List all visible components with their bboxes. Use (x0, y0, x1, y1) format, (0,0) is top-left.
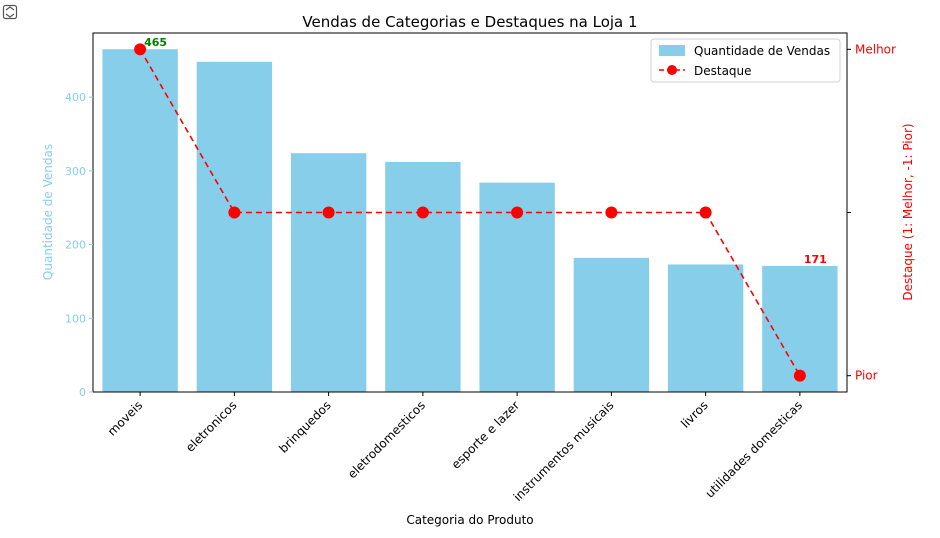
bar-instrumentos-musicais (573, 257, 650, 392)
y-tick-label-left: 400 (65, 91, 86, 104)
x-axis-label: Categoria do Produto (406, 513, 533, 527)
y-tick-label-left: 200 (65, 239, 86, 252)
y-tick-label-right: Pior (855, 369, 878, 383)
legend-line-marker (667, 65, 677, 75)
legend-bar-label: Quantidade de Vendas (694, 44, 830, 58)
x-tick-label: eletronicos (183, 398, 240, 455)
y-tick-label-left: 300 (65, 165, 86, 178)
y-axis-label-right: Destaque (1: Melhor, -1: Pior) (901, 123, 915, 300)
annotation-moveis: 465 (144, 36, 167, 49)
destaque-point-instrumentos-musicais (605, 206, 618, 219)
legend-bar-swatch (659, 45, 685, 56)
bar-brinquedos (290, 153, 367, 392)
destaque-point-brinquedos (322, 206, 335, 219)
x-tick-label: eletrodomesticos (345, 398, 428, 481)
destaque-line (139, 48, 801, 377)
legend-frame (650, 38, 841, 83)
annotation-utilidades-domesticas: 171 (804, 253, 827, 266)
y-axis-label-left: Quantidade de Vendas (41, 144, 55, 280)
destaque-point-esporte-e-lazer (511, 206, 524, 219)
x-tick-label: esporte e lazer (449, 398, 523, 472)
output-toggle-icon[interactable] (2, 4, 18, 24)
destaque-point-utilidades-domesticas (793, 369, 806, 382)
destaque-point-eletrodomesticos (416, 206, 429, 219)
x-tick-label: livros (678, 398, 711, 431)
x-tick-label: moveis (105, 398, 145, 438)
bar-moveis (102, 49, 178, 393)
destaque-point-eletronicos (228, 206, 241, 219)
x-tick-label: utilidades domesticas (703, 398, 805, 500)
bar-eletrodomesticos (385, 162, 461, 392)
y-tick-label-left: 100 (65, 312, 86, 325)
bar-livros (667, 264, 744, 392)
destaque-point-livros (699, 206, 712, 219)
destaque-point-moveis (134, 43, 147, 56)
chart-title: Vendas de Categorias e Destaques na Loja… (302, 13, 637, 31)
legend-line-label: Destaque (694, 64, 752, 78)
legend: Quantidade de Vendas Destaque (650, 38, 841, 83)
y-tick-label-left: 0 (79, 386, 86, 399)
x-tick-label: brinquedos (276, 398, 333, 455)
x-tick-label: instrumentos musicais (511, 398, 617, 504)
y-tick-label-right: Melhor (855, 42, 896, 56)
bar-eletronicos (196, 61, 273, 393)
